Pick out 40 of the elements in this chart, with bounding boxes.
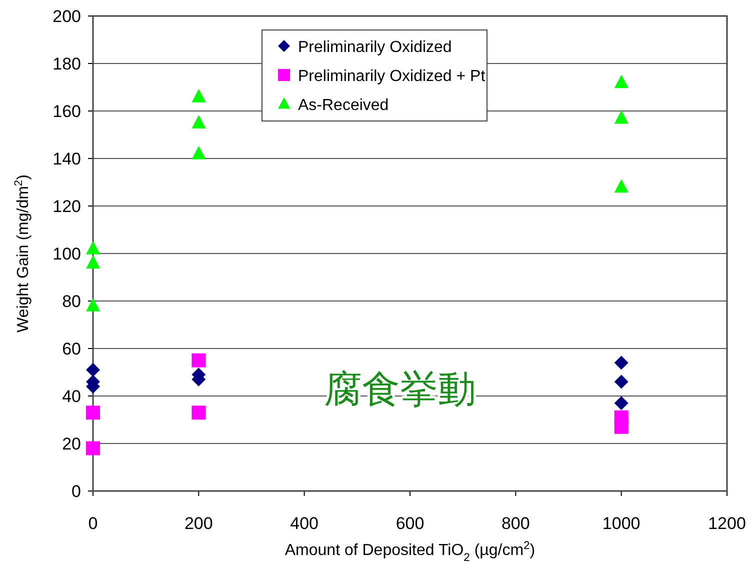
point: [86, 441, 100, 456]
y-tick-label: 80: [62, 292, 81, 311]
x-axis-title: Amount of Deposited TiO$_{2}$ (µg/cm$^{2}$): [284, 540, 536, 564]
y-tick-label: 0: [72, 482, 81, 501]
point: [86, 406, 100, 420]
legend-label: Preliminarily Oxidized + Pt: [298, 68, 486, 85]
point: [614, 356, 628, 370]
point: [614, 179, 628, 193]
legend-label: Preliminarily Oxidized: [298, 39, 452, 56]
y-tick-label: 160: [52, 102, 81, 121]
point: [86, 362, 100, 377]
point: [192, 353, 206, 368]
x-tick-label: 1000: [602, 514, 640, 533]
y-tick-label: 140: [52, 150, 81, 168]
x-tick-label: 600: [396, 514, 424, 533]
x-tick-label: 800: [501, 514, 530, 533]
y-tick-label: 60: [62, 340, 81, 358]
x-tick-label: 400: [290, 514, 319, 533]
y-tick-label: 120: [52, 197, 81, 216]
y-tick-label: 20: [62, 434, 81, 454]
x-tick-label: 1200: [708, 514, 746, 533]
legend-label: As-Received: [298, 97, 389, 114]
point: [192, 406, 206, 420]
x-tick-label: 200: [184, 514, 213, 533]
y-tick-label: 100: [52, 244, 81, 264]
point: [86, 255, 100, 269]
point: [614, 420, 628, 434]
point: [86, 298, 100, 312]
point: [614, 396, 628, 410]
point: [192, 89, 206, 102]
point: [614, 74, 628, 88]
y-tick-label: 180: [52, 54, 81, 74]
point: [614, 110, 628, 124]
y-tick-label: 40: [62, 387, 81, 406]
point: [192, 146, 206, 160]
point: [614, 374, 628, 389]
point: [192, 115, 206, 128]
y-tick-label: 200: [52, 7, 81, 26]
point: [86, 241, 100, 254]
x-tick-label: 0: [88, 514, 98, 533]
